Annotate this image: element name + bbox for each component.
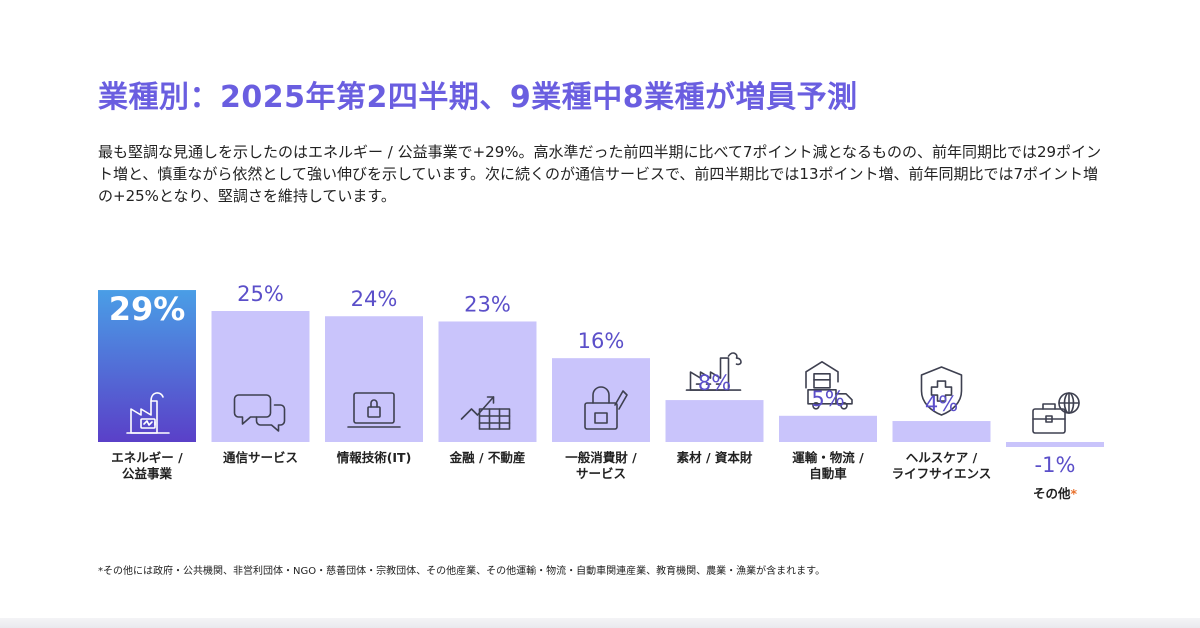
bottom-divider [0,618,1200,628]
factory-battery-icon [126,392,170,434]
category-label-2: 通信サービス [223,450,298,465]
factory-icon [685,352,742,391]
chat-bubbles-icon [233,394,286,432]
category-label-6: 素材 / 資本財 [677,450,753,465]
category-label-9: その他* [1033,486,1078,501]
value-label-8: 4% [925,392,958,416]
value-label-5: 16% [578,329,625,353]
truck-icon [805,360,853,410]
bar-9 [1006,442,1104,447]
bar-1 [98,290,196,442]
value-label-7: 5% [811,387,844,411]
bar-8 [892,421,991,442]
value-label-3: 24% [351,287,398,311]
bar-6 [665,400,764,442]
bar-chart: 29% エネルギー /公益事業 25% 通信サービス 24% 情報技術(IT) 23% 金融 … [98,282,1104,501]
bar-7 [779,415,877,442]
intro-paragraph: 最も堅調な見通しを示したのはエネルギー / 公益事業で+29%。高水準だった前四… [98,143,1102,205]
bar-5 [552,358,650,442]
growth-chart-icon [460,396,511,430]
bar-4 [438,321,537,442]
briefcase-globe-icon [1032,392,1080,434]
page-title: 業種別：2025年第2四半期、9業種中8業種が増員予測 [98,80,858,115]
category-label-1: エネルギー /公益事業 [111,450,183,481]
medical-shield-icon [920,366,963,416]
category-label-8: ヘルスケア /ライフサイエンス [892,450,992,481]
category-label-4: 金融 / 不動産 [449,450,526,465]
bar-3 [325,316,423,442]
footnote: *その他には政府・公共機関、非営利団体・NGO・慈善団体・宗教団体、その他産業、… [98,566,826,577]
value-label-2: 25% [237,282,284,306]
shopping-bag-icon [584,386,628,430]
bar-2 [211,311,310,442]
value-label-9: -1% [1035,453,1076,477]
category-label-3: 情報技術(IT) [337,450,412,465]
value-label-6: 8% [698,371,731,395]
laptop-lock-icon [347,392,401,428]
value-label-1: 29% [109,290,186,328]
value-label-4: 23% [464,292,511,316]
category-label-5: 一般消費財 /サービス [565,450,637,481]
category-label-7: 運輸・物流 /自動車 [792,450,864,481]
